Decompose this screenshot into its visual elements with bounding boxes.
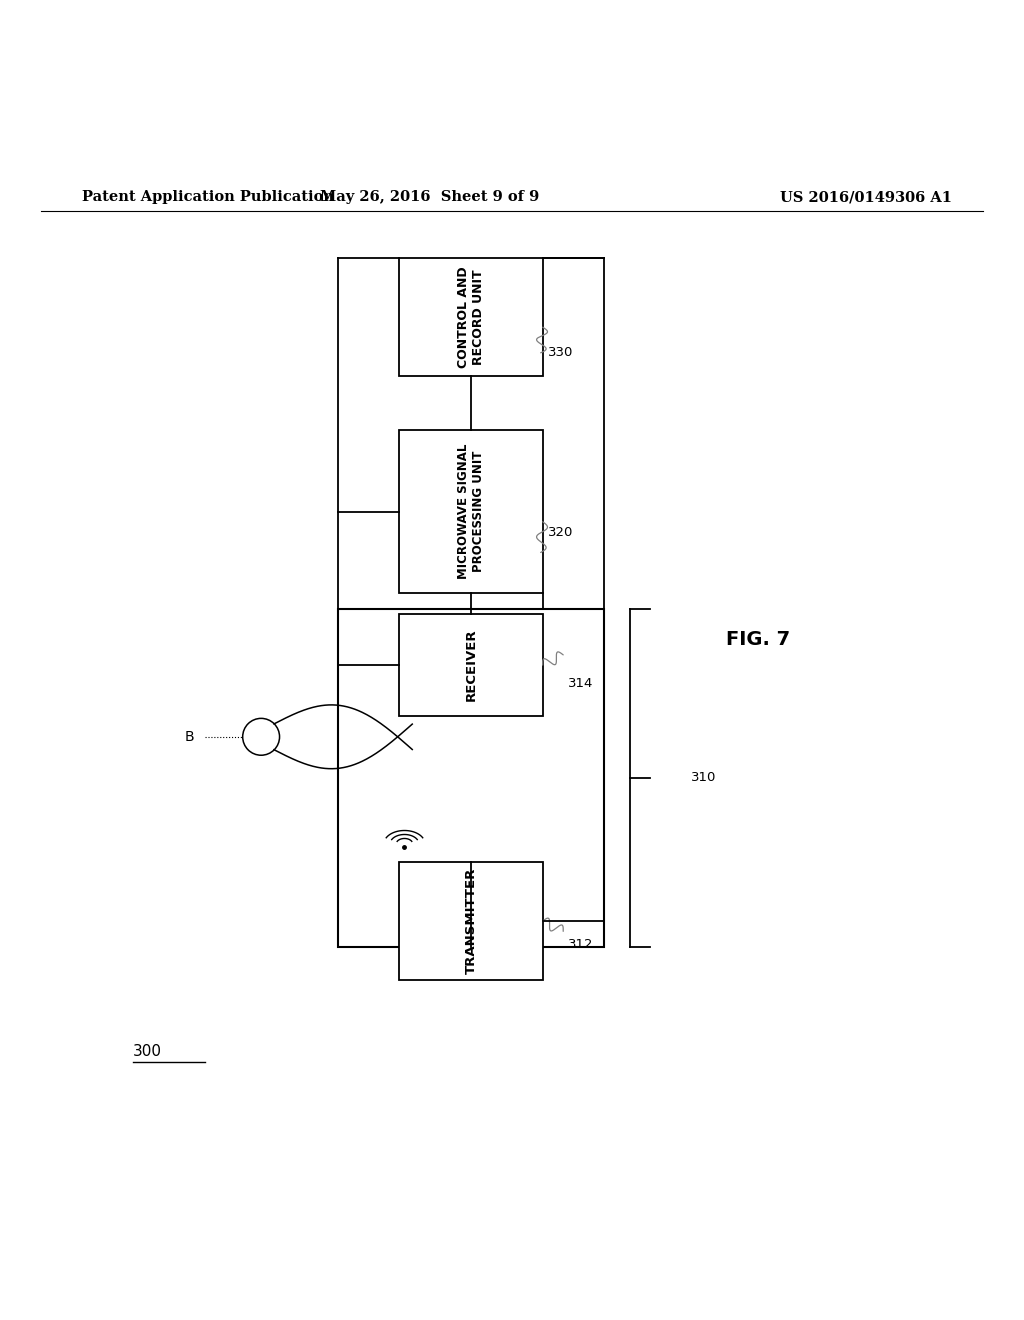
Text: US 2016/0149306 A1: US 2016/0149306 A1 [780, 190, 952, 205]
Text: 312: 312 [568, 939, 594, 952]
Text: FIG. 7: FIG. 7 [726, 630, 790, 649]
Text: RECEIVER: RECEIVER [465, 628, 477, 701]
Bar [399, 259, 543, 376]
Text: 320: 320 [548, 525, 573, 539]
Text: 314: 314 [568, 677, 594, 690]
Text: TRANSMITTER: TRANSMITTER [465, 869, 477, 974]
Bar [399, 429, 543, 594]
Text: MICROWAVE SIGNAL
PROCESSING UNIT: MICROWAVE SIGNAL PROCESSING UNIT [457, 444, 485, 579]
Text: 310: 310 [691, 771, 717, 784]
Text: Patent Application Publication: Patent Application Publication [82, 190, 334, 205]
Text: May 26, 2016  Sheet 9 of 9: May 26, 2016 Sheet 9 of 9 [321, 190, 540, 205]
Bar [399, 614, 543, 717]
Text: 300: 300 [133, 1044, 162, 1060]
Text: B: B [184, 730, 195, 743]
Bar [338, 609, 604, 946]
Text: 330: 330 [548, 346, 573, 359]
Text: CONTROL AND
RECORD UNIT: CONTROL AND RECORD UNIT [457, 267, 485, 368]
Bar [399, 862, 543, 979]
